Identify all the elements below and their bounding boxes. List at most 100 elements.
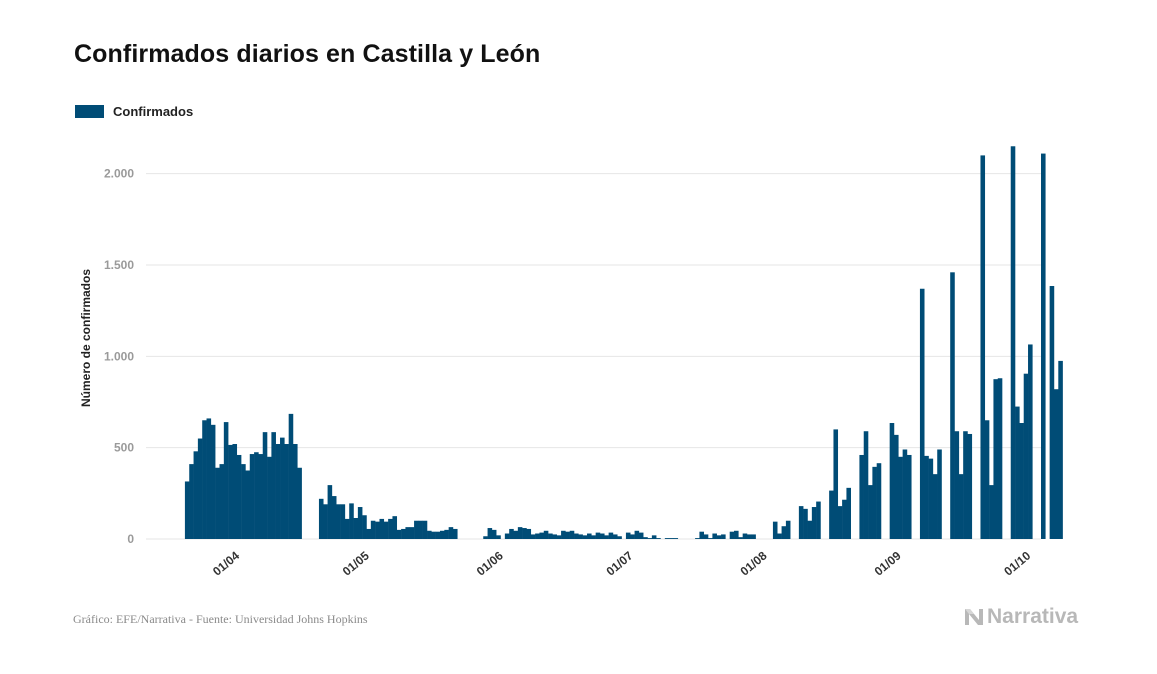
bar [612, 534, 618, 539]
bar [487, 528, 493, 539]
bar [1010, 146, 1016, 539]
bar [548, 533, 553, 539]
bar [608, 532, 614, 539]
bar [803, 508, 808, 539]
bar [721, 534, 726, 539]
bar [565, 531, 570, 539]
bar [543, 530, 549, 539]
bar [647, 538, 653, 539]
bar [422, 520, 428, 539]
bar [708, 538, 713, 539]
bar [535, 533, 540, 539]
bar [271, 432, 276, 539]
bar [284, 444, 289, 539]
bar [989, 485, 994, 539]
bar [215, 467, 220, 539]
bar [491, 529, 497, 539]
bar [280, 437, 285, 539]
bar [288, 413, 294, 539]
bar [967, 433, 973, 539]
bar [245, 470, 251, 539]
bar [223, 422, 229, 539]
x-tick-label: 01/04 [210, 548, 242, 578]
y-tick-label: 1.000 [104, 349, 134, 363]
bar [517, 527, 523, 539]
bars [184, 146, 1063, 539]
bar [811, 507, 817, 539]
x-tick-label: 01/07 [604, 548, 636, 578]
bar [383, 521, 389, 539]
bar [254, 452, 259, 539]
x-tick-label: 01/06 [474, 548, 506, 578]
bar [1058, 360, 1063, 539]
y-tick-label: 0 [127, 532, 134, 546]
bar [963, 431, 968, 539]
bar [638, 532, 644, 539]
x-tick-labels: 01/04 01/05 01/06 01/07 01/08 01/09 01/10 [210, 548, 1034, 578]
bar [336, 504, 341, 539]
bar [734, 530, 739, 539]
narrativa-logo-icon [965, 609, 983, 625]
bar [396, 529, 402, 539]
bar [435, 531, 441, 539]
bar [777, 533, 782, 539]
bar [772, 521, 778, 539]
bar [703, 534, 709, 539]
bar [357, 507, 363, 539]
bar [1041, 153, 1046, 539]
x-tick-label: 01/10 [1001, 548, 1033, 578]
bar [833, 429, 839, 539]
bar [958, 474, 964, 539]
bar [569, 530, 575, 539]
bar [729, 531, 735, 539]
bar [816, 501, 821, 539]
bar [530, 534, 536, 539]
bar [1049, 286, 1055, 539]
bar [937, 449, 942, 539]
bar [513, 530, 519, 539]
bar [184, 481, 190, 539]
bar [293, 444, 298, 539]
bar [604, 535, 609, 539]
bar [673, 538, 679, 539]
bar [344, 518, 350, 539]
legend-label-confirmados: Confirmados [113, 104, 194, 119]
bar [716, 535, 722, 539]
bar [241, 464, 246, 539]
brand-logo: Narrativa [963, 605, 1078, 629]
bar [651, 535, 657, 539]
bar [504, 533, 510, 539]
y-tick-label: 2.000 [104, 167, 134, 181]
bar [906, 454, 912, 539]
x-tick-label: 01/08 [738, 548, 770, 578]
bar [496, 535, 501, 539]
bar [846, 487, 851, 539]
bar [219, 464, 225, 539]
bar [340, 504, 346, 539]
bar [275, 444, 281, 539]
bar [202, 420, 207, 539]
bar [448, 527, 454, 539]
bar [353, 517, 359, 539]
bar [876, 463, 882, 539]
bar [193, 451, 199, 539]
bar [362, 515, 367, 539]
bar [595, 532, 601, 539]
bar [236, 454, 242, 539]
bar [924, 455, 929, 539]
bar [868, 485, 873, 539]
bar [427, 530, 432, 539]
bar [781, 526, 787, 539]
bar [379, 518, 385, 539]
bar [1019, 423, 1024, 539]
bar [664, 538, 670, 539]
bar [872, 466, 877, 539]
bar [630, 534, 635, 539]
bar [587, 533, 592, 539]
y-tick-label: 1.500 [104, 258, 134, 272]
bar [392, 516, 398, 539]
bar [483, 536, 488, 539]
brand-name: Narrativa [987, 605, 1079, 628]
bar [561, 530, 566, 539]
bar [258, 454, 263, 539]
